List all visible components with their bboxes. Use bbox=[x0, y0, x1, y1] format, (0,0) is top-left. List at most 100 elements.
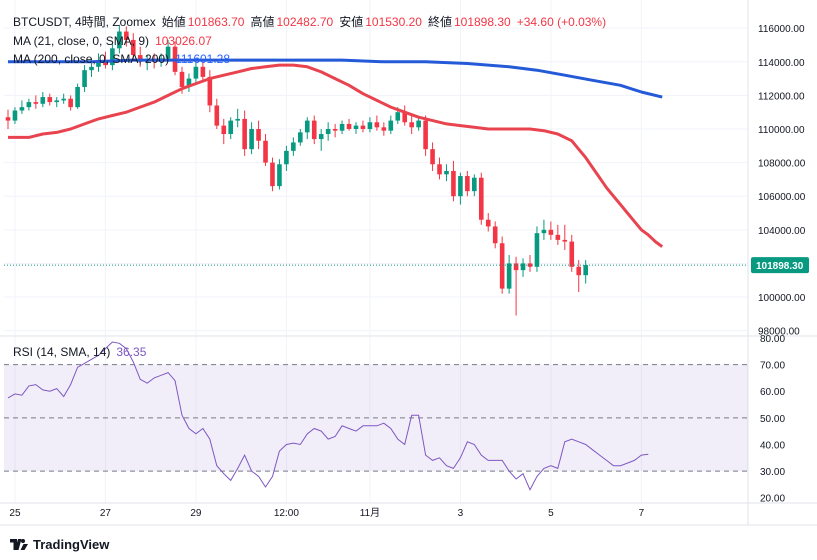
candle-body bbox=[388, 120, 394, 131]
open-label: 始値 bbox=[161, 15, 186, 29]
candle-body bbox=[458, 176, 463, 197]
candle-body bbox=[311, 120, 317, 140]
candle-body bbox=[298, 132, 303, 143]
price-tick-label: 104000.00 bbox=[758, 226, 806, 237]
candle-body bbox=[569, 241, 575, 267]
candle-body bbox=[47, 97, 53, 103]
candle-body bbox=[576, 266, 582, 276]
price-axis: 98000.00100000.00102000.00104000.0010600… bbox=[758, 24, 806, 337]
rsi-tick-label: 80.00 bbox=[760, 334, 785, 345]
candle-body bbox=[548, 229, 554, 235]
candle-body bbox=[214, 105, 220, 126]
candle-body bbox=[451, 171, 456, 197]
candle-body bbox=[583, 265, 588, 276]
candle-body bbox=[221, 125, 227, 135]
candle-body bbox=[353, 125, 359, 129]
candle-body bbox=[96, 61, 101, 67]
close-value: 101898.30 bbox=[453, 15, 511, 29]
time-tick-label: 7 bbox=[639, 508, 645, 519]
grid-lines bbox=[4, 0, 748, 503]
time-axis: 25 27 29 12:00 11月 3 5 7 bbox=[9, 507, 644, 519]
candle-body bbox=[332, 128, 338, 131]
candle-body bbox=[485, 219, 491, 227]
candle-body bbox=[360, 125, 366, 129]
candle-body bbox=[304, 120, 310, 133]
candle-body bbox=[291, 142, 296, 151]
candle-body bbox=[437, 164, 442, 175]
candle-body bbox=[381, 127, 387, 131]
candle-body bbox=[395, 112, 401, 121]
candle-body bbox=[82, 70, 87, 87]
candle-body bbox=[402, 112, 408, 123]
candle-body bbox=[263, 140, 268, 163]
candle-body bbox=[339, 123, 345, 131]
ma21-label: MA (21, close, 0, SMA, 9) bbox=[13, 34, 150, 48]
candle-body bbox=[124, 31, 129, 40]
candle-body bbox=[33, 102, 39, 104]
current-price-label: 101898.30 bbox=[756, 261, 804, 272]
candle-body bbox=[472, 177, 477, 192]
ma200-label: MA (200, close, 0, SMA, 200) bbox=[13, 52, 170, 66]
ma21-legend[interactable]: MA (21, close, 0, SMA, 9) 103026.07 bbox=[13, 34, 212, 48]
candle-body bbox=[346, 123, 352, 129]
candle-body bbox=[506, 263, 512, 289]
symbol-title: BTCUSDT, 4時間, Zoomex bbox=[13, 15, 156, 29]
rsi-tick-label: 50.00 bbox=[760, 414, 785, 425]
candle-body bbox=[256, 128, 261, 141]
low-label: 安値 bbox=[339, 15, 364, 29]
candle-body bbox=[520, 263, 526, 271]
candle-body bbox=[75, 86, 80, 108]
time-tick-label: 11月 bbox=[360, 507, 380, 519]
ma200-value: 111601.28 bbox=[175, 52, 231, 66]
rsi-tick-label: 20.00 bbox=[760, 494, 785, 505]
rsi-tick-label: 40.00 bbox=[760, 440, 785, 451]
rsi-tick-label: 70.00 bbox=[760, 361, 785, 372]
candle-body bbox=[235, 118, 240, 121]
candle-body bbox=[465, 176, 470, 192]
candles bbox=[5, 24, 588, 316]
price-tick-label: 98000.00 bbox=[758, 327, 800, 338]
ma21-line bbox=[8, 63, 664, 248]
rsi-axis: 20.00 30.00 40.00 50.00 60.00 70.00 80.00 bbox=[760, 334, 785, 505]
candle-body bbox=[179, 71, 185, 87]
brand-name: TradingView bbox=[33, 537, 110, 552]
candle-body bbox=[534, 233, 540, 267]
candle-body bbox=[242, 118, 247, 150]
candle-body bbox=[555, 234, 561, 240]
price-tick-label: 114000.00 bbox=[758, 58, 805, 69]
tradingview-icon bbox=[10, 539, 28, 550]
price-tick-label: 100000.00 bbox=[758, 293, 806, 304]
candle-body bbox=[444, 171, 449, 175]
time-tick-label: 27 bbox=[100, 508, 112, 519]
candle-body bbox=[207, 76, 213, 106]
tradingview-logo[interactable]: TradingView bbox=[10, 537, 109, 552]
candle-body bbox=[103, 61, 108, 66]
rsi-label: RSI (14, SMA, 14) bbox=[13, 345, 111, 359]
candle-body bbox=[492, 226, 498, 244]
low-value: 101530.20 bbox=[365, 15, 422, 29]
ma21-value: 103026.07 bbox=[155, 34, 212, 48]
rsi-legend[interactable]: RSI (14, SMA, 14) 36.35 bbox=[13, 345, 146, 359]
candle-body bbox=[130, 39, 136, 56]
candle-body bbox=[110, 48, 115, 66]
time-tick-label: 29 bbox=[190, 508, 202, 519]
candle-body bbox=[117, 31, 122, 49]
candle-body bbox=[26, 102, 32, 108]
candle-body bbox=[562, 239, 568, 242]
open-value: 101863.70 bbox=[187, 15, 245, 29]
ma200-legend[interactable]: MA (200, close, 0, SMA, 200) 111601.28 bbox=[13, 52, 230, 66]
candle-body bbox=[541, 229, 547, 234]
close-label: 終値 bbox=[427, 15, 452, 29]
price-tick-label: 112000.00 bbox=[758, 91, 805, 102]
candle-body bbox=[68, 98, 73, 108]
candle-body bbox=[228, 120, 234, 135]
candle-body bbox=[430, 149, 435, 165]
candle-body bbox=[19, 107, 25, 111]
candle-body bbox=[318, 134, 324, 140]
candle-body bbox=[165, 46, 171, 59]
rsi-tick-label: 30.00 bbox=[760, 467, 785, 478]
candle-body bbox=[374, 122, 380, 128]
candle-body bbox=[277, 164, 282, 187]
change-value: +34.60 (+0.03%) bbox=[516, 15, 607, 29]
